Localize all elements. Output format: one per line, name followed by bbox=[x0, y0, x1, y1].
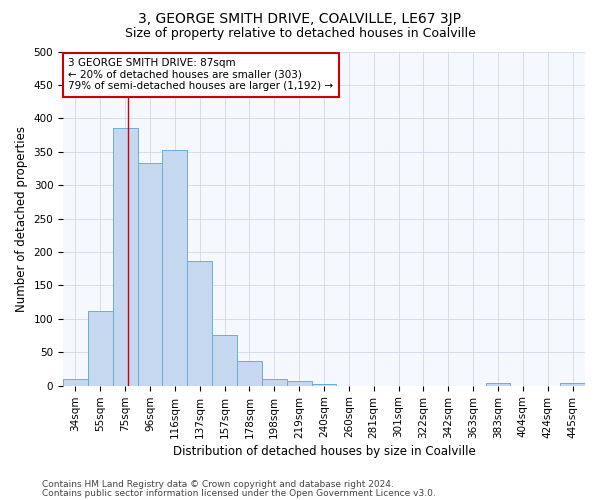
Bar bbox=[113, 128, 137, 386]
Bar bbox=[163, 150, 187, 386]
Bar bbox=[287, 381, 311, 386]
Bar bbox=[212, 335, 237, 386]
Y-axis label: Number of detached properties: Number of detached properties bbox=[15, 126, 28, 312]
Text: Contains public sector information licensed under the Open Government Licence v3: Contains public sector information licen… bbox=[42, 488, 436, 498]
Bar bbox=[63, 379, 88, 386]
Bar bbox=[311, 384, 337, 386]
Bar bbox=[485, 383, 511, 386]
Text: Size of property relative to detached houses in Coalville: Size of property relative to detached ho… bbox=[125, 28, 475, 40]
Bar bbox=[237, 361, 262, 386]
Bar bbox=[187, 262, 212, 386]
Text: 3 GEORGE SMITH DRIVE: 87sqm
← 20% of detached houses are smaller (303)
79% of se: 3 GEORGE SMITH DRIVE: 87sqm ← 20% of det… bbox=[68, 58, 334, 92]
Text: Contains HM Land Registry data © Crown copyright and database right 2024.: Contains HM Land Registry data © Crown c… bbox=[42, 480, 394, 489]
Bar bbox=[262, 379, 287, 386]
Bar bbox=[560, 383, 585, 386]
Text: 3, GEORGE SMITH DRIVE, COALVILLE, LE67 3JP: 3, GEORGE SMITH DRIVE, COALVILLE, LE67 3… bbox=[139, 12, 461, 26]
Bar bbox=[137, 163, 163, 386]
X-axis label: Distribution of detached houses by size in Coalville: Distribution of detached houses by size … bbox=[173, 444, 475, 458]
Bar bbox=[88, 311, 113, 386]
